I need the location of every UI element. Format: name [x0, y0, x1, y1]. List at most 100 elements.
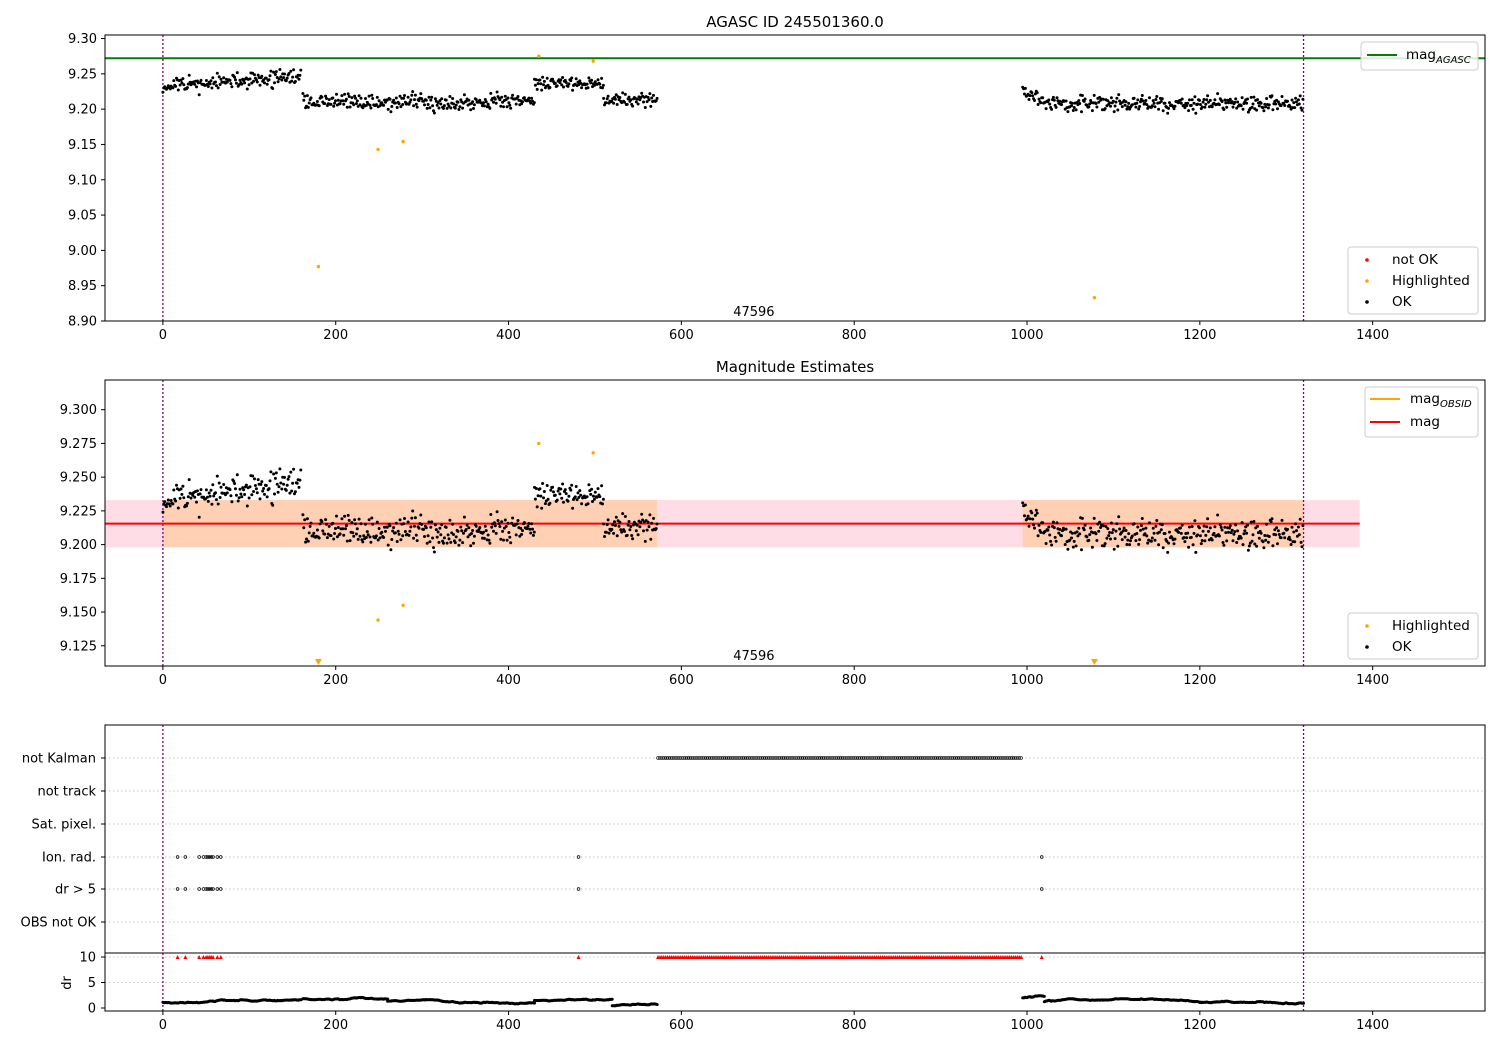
- ok-point: [382, 536, 386, 539]
- ok-point: [1183, 106, 1187, 110]
- dr-tick-label: 10: [79, 951, 96, 966]
- ok-point: [174, 84, 178, 88]
- ok-point: [263, 81, 266, 85]
- ok-point: [163, 500, 167, 504]
- flag-marker: [739, 756, 744, 760]
- ok-point: [1220, 528, 1224, 532]
- ok-point: [193, 82, 197, 86]
- ok-point: [634, 529, 638, 533]
- ok-point: [274, 70, 278, 74]
- ok-point: [646, 95, 650, 99]
- ok-point: [551, 77, 555, 81]
- ok-point: [1120, 538, 1124, 542]
- ok-point: [346, 92, 350, 96]
- ok-point: [627, 520, 631, 523]
- ok-point: [307, 531, 311, 535]
- flag-marker: [713, 756, 717, 760]
- ok-point: [1168, 530, 1171, 534]
- ok-point: [1027, 98, 1031, 101]
- ok-point: [1023, 92, 1026, 96]
- ok-point: [643, 106, 647, 109]
- ok-point: [613, 524, 617, 527]
- ok-point: [1094, 102, 1098, 105]
- ok-point: [1031, 94, 1035, 98]
- ok-point: [497, 522, 501, 526]
- ok-point: [1159, 99, 1163, 103]
- ok-point: [1126, 538, 1130, 542]
- ok-point: [426, 103, 430, 106]
- ok-point: [511, 93, 515, 97]
- ok-point: [1134, 539, 1138, 543]
- ok-point: [602, 522, 606, 526]
- ok-point: [1233, 530, 1237, 534]
- flag-marker: [975, 756, 980, 760]
- ok-point: [478, 98, 482, 102]
- ok-point: [278, 68, 282, 71]
- x-tick-label: 1000: [1010, 328, 1043, 343]
- ok-point: [395, 106, 399, 109]
- ok-point: [1168, 101, 1171, 105]
- ok-point: [399, 105, 403, 109]
- ok-point: [1232, 532, 1236, 536]
- ok-point: [255, 491, 259, 495]
- ok-point: [1085, 535, 1089, 539]
- ok-point: [423, 535, 426, 538]
- ok-point: [1198, 534, 1202, 538]
- ok-point: [461, 106, 465, 110]
- magnitude-estimates-panel: Magnitude Estimates 47596 9.125 9.150 9.17…: [60, 358, 1486, 688]
- flag-marker: [973, 756, 978, 760]
- ok-point: [287, 475, 291, 479]
- ok-point: [389, 548, 393, 552]
- ok-point: [1194, 550, 1198, 554]
- ok-point: [1052, 98, 1056, 102]
- flag-marker: [874, 756, 879, 760]
- ok-point: [335, 514, 338, 518]
- ok-point: [1160, 97, 1164, 101]
- ok-point: [471, 100, 475, 104]
- ok-point: [1251, 102, 1255, 106]
- ok-point: [1106, 99, 1110, 103]
- ok-point: [442, 541, 445, 545]
- y-tick-label: 9.30: [68, 32, 97, 47]
- ok-point: [403, 530, 407, 533]
- ok-point: [411, 509, 415, 513]
- ok-point: [1216, 92, 1220, 96]
- legend2-highlighted: Highlighted: [1392, 618, 1470, 634]
- ok-point: [490, 525, 494, 529]
- flag-marker: [804, 756, 808, 760]
- ok-point: [604, 101, 608, 105]
- ok-point: [1078, 102, 1082, 105]
- ok-point: [282, 76, 286, 80]
- ok-point: [303, 94, 307, 98]
- ok-point: [362, 534, 366, 538]
- ok-point: [237, 83, 241, 87]
- ok-point: [1276, 529, 1280, 533]
- ok-point: [639, 520, 643, 524]
- ok-point: [255, 80, 259, 84]
- ok-point: [222, 483, 226, 486]
- flag-marker: [850, 756, 854, 760]
- ok-point: [1041, 521, 1045, 525]
- ok-point: [380, 530, 384, 534]
- ok-point: [1224, 101, 1228, 105]
- y-tick-label: 9.05: [68, 209, 97, 224]
- ok-point: [1027, 524, 1031, 528]
- ok-point: [414, 533, 418, 537]
- ok-point: [587, 483, 591, 487]
- ok-point: [1128, 543, 1132, 547]
- flag-marker: [817, 756, 822, 760]
- ok-point: [245, 87, 249, 91]
- ok-point: [282, 482, 286, 486]
- flag-marker: [895, 756, 900, 760]
- ok-point: [384, 100, 387, 104]
- highlighted-point: [537, 54, 541, 58]
- ok-point: [1250, 105, 1254, 109]
- flag-marker: [183, 887, 188, 891]
- ok-point: [332, 104, 336, 108]
- highlighted-point: [591, 451, 595, 455]
- ok-point: [290, 79, 294, 83]
- flag-marker: [783, 756, 788, 760]
- ok-point: [1180, 97, 1184, 101]
- y-tick-label: 9.200: [60, 538, 97, 553]
- flag-marker: [576, 887, 581, 891]
